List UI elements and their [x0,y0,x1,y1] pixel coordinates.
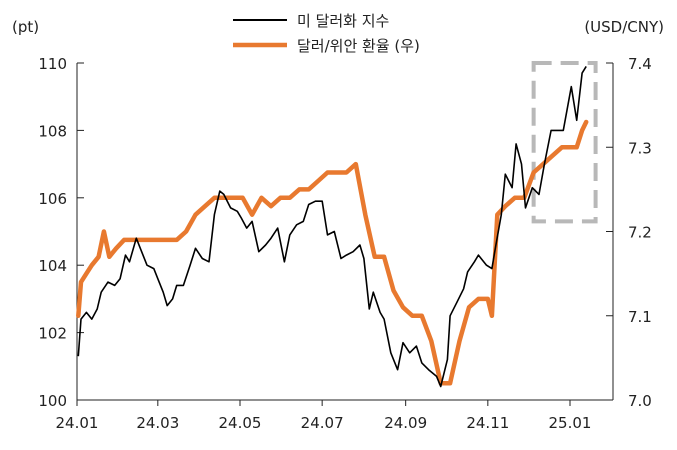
series-line-usd-cny [76,119,589,386]
legend-label-usd-cny: 달러/위안 환율 (우) [297,37,420,55]
x-tick-label: 25.01 [549,414,592,432]
left-tick-label: 100 [38,392,67,410]
left-tick-label: 102 [38,325,67,343]
legend: 미 달러화 지수 달러/위안 환율 (우) [233,12,420,55]
x-tick-label: 24.03 [136,414,179,432]
left-tick-label: 106 [38,190,67,208]
right-tick-label: 7.4 [628,55,652,73]
right-tick-label: 7.0 [628,392,652,410]
x-tick-label: 24.09 [384,414,427,432]
x-tick-label: 24.05 [219,414,262,432]
right-tick-label: 7.1 [628,308,652,326]
highlight-box [531,61,598,224]
left-axis-ticks: 100 102 104 106 108 110 [38,55,84,410]
x-tick-label: 24.07 [301,414,344,432]
x-tick-label: 24.11 [466,414,509,432]
x-axis-ticks: 24.01 24.03 24.05 24.07 24.09 24.11 25.01 [56,400,592,432]
left-tick-label: 110 [38,55,67,73]
series-line-dollar-index [77,65,587,388]
legend-label-dollar-index: 미 달러화 지수 [297,12,389,30]
right-tick-label: 7.3 [628,139,652,157]
left-tick-label: 108 [38,122,67,140]
right-tick-label: 7.2 [628,224,652,242]
x-tick-label: 24.01 [56,414,99,432]
right-axis-ticks: 7.0 7.1 7.2 7.3 7.4 [606,55,652,410]
left-tick-label: 104 [38,257,67,275]
left-axis-unit: (pt) [12,18,39,36]
right-axis-unit: (USD/CNY) [584,18,664,36]
